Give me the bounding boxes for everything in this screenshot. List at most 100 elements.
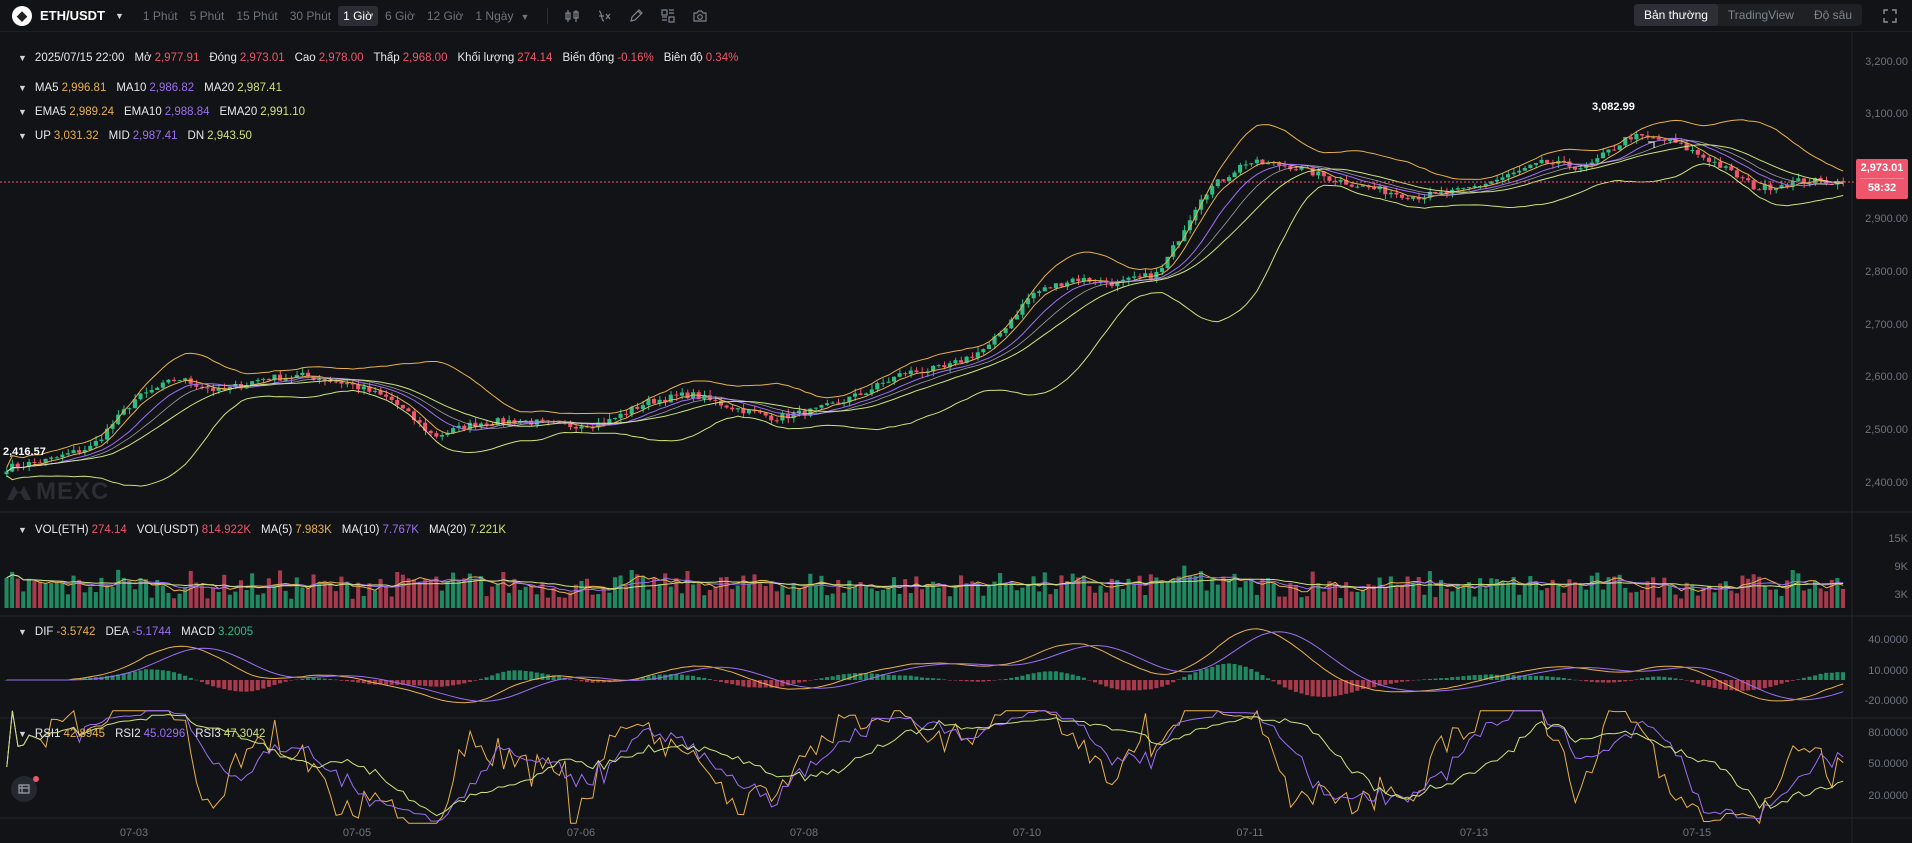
candle (1282, 165, 1287, 167)
volume-bar (858, 582, 863, 608)
volume-bar (1009, 582, 1014, 608)
collapse-caret-icon[interactable]: ▼ (18, 107, 27, 117)
formula-icon[interactable] (596, 8, 612, 24)
interval-tab[interactable]: 6 Giờ (384, 8, 415, 23)
macd-histogram-bar (1020, 675, 1025, 680)
macd-histogram-bar (1835, 672, 1840, 680)
macd-histogram-bar (1305, 680, 1310, 696)
boll-legend: ▼ UP 3,031.32 MID 2,987.41 DN 2,943.50 (18, 130, 262, 142)
collapse-caret-icon[interactable]: ▼ (18, 525, 27, 535)
volume-bar (1461, 586, 1466, 608)
view-tab[interactable]: Độ sâu (1813, 8, 1852, 22)
indicator-icon[interactable] (564, 8, 580, 24)
volume-bar (1466, 582, 1472, 608)
macd-histogram-bar (378, 680, 383, 685)
volume-bar (841, 592, 846, 608)
close-value: 2,973.01 (239, 52, 285, 64)
macd-histogram-bar (1506, 675, 1511, 680)
candle (1031, 292, 1036, 299)
collapse-caret-icon[interactable]: ▼ (18, 627, 27, 637)
volume-bar (573, 584, 578, 608)
interval-tab[interactable]: 12 Giờ (426, 8, 464, 23)
volume-bar (1522, 585, 1527, 608)
ma5-value: 2,996.81 (61, 82, 107, 94)
camera-icon[interactable] (692, 8, 708, 24)
volume-bar (1584, 589, 1589, 608)
volume-bar (311, 574, 316, 608)
volume-bar (1059, 575, 1064, 608)
dea-label: DEA (105, 626, 130, 638)
volume-bar (1344, 582, 1349, 608)
macd-histogram-bar (166, 670, 171, 680)
candle (110, 424, 115, 429)
candle (93, 441, 98, 446)
layout-grid-icon[interactable] (660, 8, 676, 24)
fullscreen-icon[interactable] (1882, 8, 1898, 24)
symbol-selector[interactable]: ◆ ETH/USDT ▼ (12, 5, 124, 26)
volume-bar (1734, 593, 1739, 608)
macd-histogram-bar (255, 680, 260, 691)
candle (1634, 134, 1639, 140)
interval-tab[interactable]: 5 Phút (189, 8, 225, 23)
volume-bar (618, 575, 623, 608)
candle (1762, 184, 1767, 190)
volume-bar (99, 577, 104, 608)
macd-histogram-bar (523, 670, 528, 680)
volume-bar (1478, 578, 1483, 608)
view-tab[interactable]: TradingView (1727, 8, 1794, 22)
chart-settings-button[interactable] (11, 776, 37, 802)
macd-histogram-bar (1031, 673, 1036, 680)
volume-bar (344, 581, 350, 608)
candle (1785, 185, 1790, 187)
candle (1109, 282, 1114, 287)
candle (758, 411, 763, 413)
volume-bar (1087, 586, 1092, 608)
candle (1165, 256, 1170, 269)
rsi-axis-label: 50.0000 (1868, 758, 1908, 770)
candle (4, 471, 9, 475)
draw-pencil-icon[interactable] (628, 8, 644, 24)
volume-axis-label: 9K (1894, 561, 1908, 573)
macd-histogram-bar (970, 680, 975, 682)
macd-histogram-bar (663, 674, 668, 680)
rsi-axis-label: 20.0000 (1868, 790, 1908, 802)
volume-bar (1829, 579, 1834, 608)
volume-bar (116, 569, 121, 608)
macd-histogram-bar (785, 680, 791, 686)
candle (590, 427, 595, 429)
volume-bar (1321, 591, 1326, 608)
candle (573, 426, 578, 429)
collapse-caret-icon[interactable]: ▼ (18, 53, 27, 63)
chart-canvas[interactable] (0, 32, 1912, 843)
interval-more-caret-icon[interactable]: ▼ (520, 11, 530, 22)
interval-tab[interactable]: 30 Phút (289, 8, 332, 23)
interval-tab[interactable]: 15 Phút (236, 8, 278, 23)
macd-histogram-bar (183, 675, 188, 680)
macd-histogram-bar (1399, 680, 1405, 682)
collapse-caret-icon[interactable]: ▼ (18, 729, 27, 739)
macd-histogram-bar (1466, 675, 1472, 680)
macd-histogram-bar (1193, 672, 1198, 680)
collapse-caret-icon[interactable]: ▼ (18, 131, 27, 141)
volume-bar (384, 586, 389, 608)
interval-tab[interactable]: 1 Phút (142, 8, 178, 23)
macd-histogram-bar (160, 670, 165, 680)
macd-histogram-bar (149, 669, 154, 680)
volume-bar (378, 578, 383, 608)
candle (283, 377, 288, 381)
macd-histogram-bar (1265, 678, 1271, 680)
mexc-watermark: MEXC (6, 478, 109, 506)
interval-tab[interactable]: 1 Giờ (338, 5, 378, 26)
candle (1690, 150, 1695, 152)
interval-tab[interactable]: 1 Ngày (475, 8, 514, 23)
macd-histogram-bar (679, 674, 684, 680)
candle (272, 374, 277, 381)
collapse-caret-icon[interactable]: ▼ (18, 83, 27, 93)
volume-label: Khối lượng (457, 52, 515, 64)
candle (132, 399, 137, 409)
candle (484, 423, 489, 426)
view-tab[interactable]: Bản thường (1633, 4, 1718, 26)
volume-bar (389, 596, 394, 608)
volume-bar (925, 584, 930, 608)
volume-bar (931, 581, 936, 608)
